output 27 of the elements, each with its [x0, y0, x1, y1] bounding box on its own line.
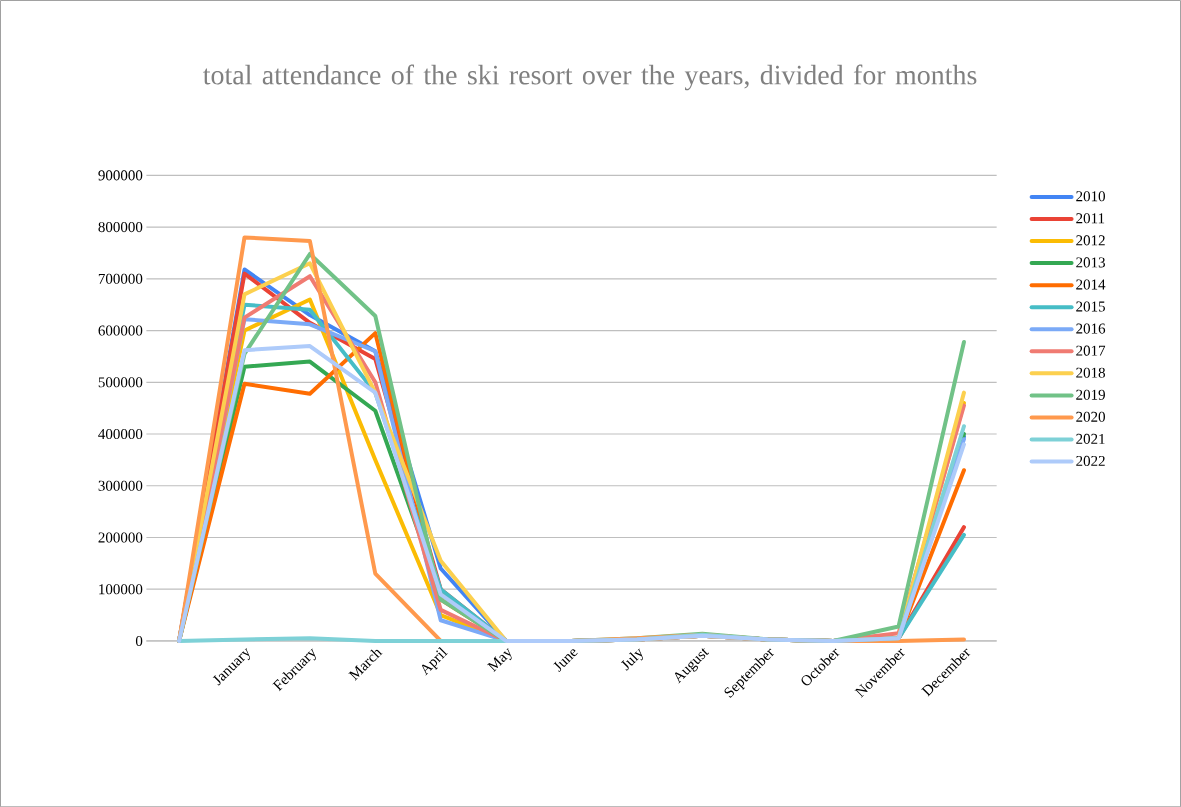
x-tick-label: July: [620, 648, 643, 671]
legend-label: 2013: [1076, 257, 1105, 268]
chart-title: total attendance of the ski resort over the years, divided for months: [203, 64, 977, 91]
legend-label: 2011: [1076, 213, 1105, 224]
legend-label: 2018: [1076, 367, 1105, 378]
x-tick-label: June: [553, 649, 578, 672]
y-tick-label: 0: [135, 635, 143, 646]
y-tick-label: 100000: [99, 584, 143, 595]
y-tick-label: 400000: [98, 428, 143, 439]
y-tick-label: 200000: [98, 532, 143, 543]
y-tick-label: 300000: [98, 480, 143, 491]
legend-label: 2010: [1076, 191, 1105, 202]
legend-label: 2019: [1076, 389, 1105, 400]
y-tick-label: 800000: [98, 221, 143, 232]
legend-label: 2021: [1076, 433, 1105, 444]
y-tick-label: 600000: [98, 325, 143, 336]
legend-label: 2016: [1076, 323, 1106, 334]
x-tick-label: May: [487, 647, 512, 672]
legend-label: 2022: [1076, 455, 1105, 466]
legend-label: 2014: [1076, 279, 1106, 290]
legend-label: 2020: [1076, 411, 1105, 422]
y-tick-label: 900000: [98, 170, 143, 181]
legend-label: 2012: [1076, 235, 1105, 246]
y-tick-label: 500000: [98, 377, 143, 388]
legend-label: 2015: [1076, 301, 1105, 312]
legend-label: 2017: [1076, 345, 1106, 356]
y-tick-label: 700000: [98, 273, 143, 284]
